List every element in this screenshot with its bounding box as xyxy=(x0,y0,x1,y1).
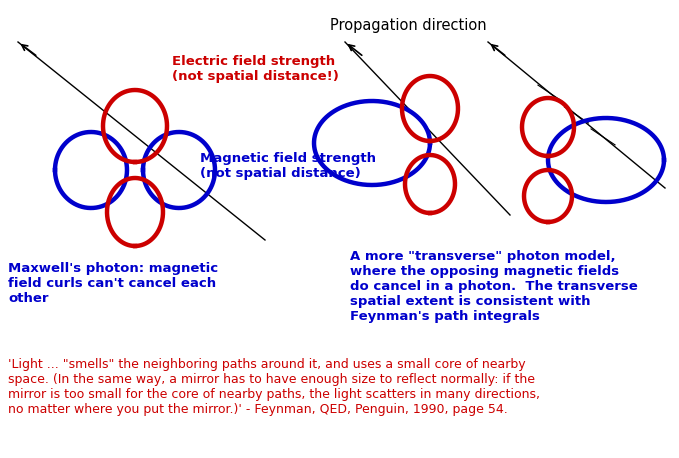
Text: 'Light ... "smells" the neighboring paths around it, and uses a small core of ne: 'Light ... "smells" the neighboring path… xyxy=(8,358,540,416)
Text: Propagation direction: Propagation direction xyxy=(330,18,487,33)
Text: A more "transverse" photon model,
where the opposing magnetic fields
do cancel i: A more "transverse" photon model, where … xyxy=(350,250,638,323)
Text: Maxwell's photon: magnetic
field curls can't cancel each
other: Maxwell's photon: magnetic field curls c… xyxy=(8,262,218,305)
Text: Magnetic field strength
(not spatial distance): Magnetic field strength (not spatial dis… xyxy=(200,152,376,180)
Text: Electric field strength
(not spatial distance!): Electric field strength (not spatial dis… xyxy=(172,55,339,83)
